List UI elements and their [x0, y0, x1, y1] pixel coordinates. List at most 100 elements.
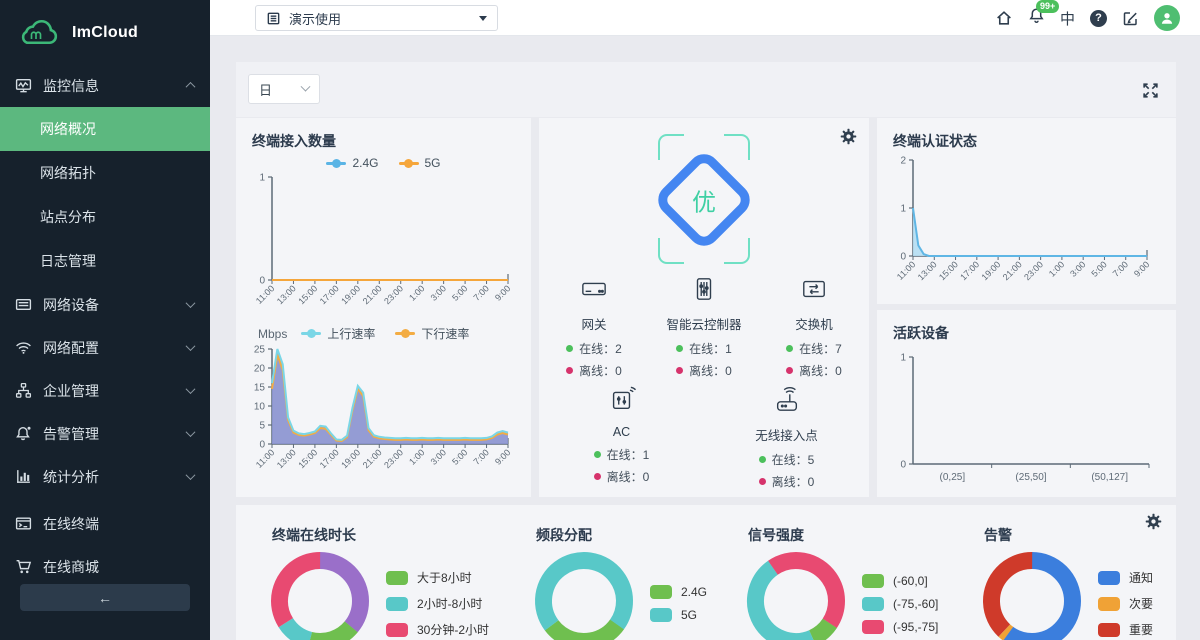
sidebar: ImCloud 监控信息 网络概况 网络拓扑 站点分布 日志管理: [0, 0, 210, 640]
svg-text:5: 5: [259, 421, 265, 432]
period-selector[interactable]: 日: [248, 74, 320, 104]
sidebar-item-log-management[interactable]: 日志管理: [40, 253, 96, 269]
svg-text:7:00: 7:00: [1111, 259, 1130, 278]
offline-dot: [786, 367, 794, 374]
panel-distributions: 终端在线时长 大于8小时 2小时-8小时 30分钟-2小时 频段分配: [236, 505, 1176, 640]
svg-text:13:00: 13:00: [275, 283, 298, 306]
svg-text:5:00: 5:00: [450, 283, 469, 302]
legend-swatch: [650, 608, 672, 622]
device-status-ac: AC 在线： 1 离线： 0: [539, 385, 704, 490]
svg-text:23:00: 23:00: [1022, 259, 1045, 282]
logo-text: ImCloud: [72, 24, 139, 41]
donut-group-online-duration: 终端在线时长 大于8小时 2小时-8小时 30分钟-2小时: [236, 505, 500, 640]
user-icon: [1161, 13, 1173, 24]
donut-legend: 大于8小时 2小时-8小时 30分钟-2小时: [386, 569, 489, 638]
sidebar-item-network-overview[interactable]: 网络概况: [0, 107, 210, 151]
notification-badge: 99+: [1035, 0, 1060, 13]
legend-item[interactable]: 次要: [1098, 595, 1153, 612]
health-grade-text: 优: [692, 189, 716, 217]
legend-item-5g[interactable]: 5G: [398, 156, 441, 170]
legend-swatch: [1098, 596, 1120, 611]
svg-text:11:00: 11:00: [254, 447, 277, 470]
bracket-decoration: [658, 238, 684, 264]
legend-item-downstream[interactable]: 下行速率: [395, 325, 469, 342]
chevron-down-icon: [185, 384, 196, 395]
donut-charts-row: 终端在线时长 大于8小时 2小时-8小时 30分钟-2小时 频段分配: [236, 505, 1176, 640]
svg-text:17:00: 17:00: [958, 259, 981, 282]
panel-auth-status: 终端认证状态 0 1 2 11:00 13:00 15:00 17:00 19:00 21:00…: [877, 118, 1176, 304]
cloud-controller-icon: [696, 278, 712, 300]
legend-item-24g[interactable]: 2.4G: [326, 156, 379, 170]
svg-text:23:00: 23:00: [382, 447, 405, 470]
sidebar-item-network-topology[interactable]: 网络拓扑: [40, 165, 96, 181]
band-allocation-donut: [534, 551, 634, 640]
svg-text:0: 0: [259, 276, 265, 287]
avatar[interactable]: [1154, 5, 1180, 31]
feedback-edit-icon[interactable]: [1122, 10, 1139, 27]
offline-dot: [566, 367, 574, 374]
svg-text:1: 1: [900, 204, 906, 215]
sidebar-item-network-devices[interactable]: 网络设备: [0, 283, 210, 326]
chevron-up-icon: [185, 81, 196, 92]
imcloud-logo-icon: [21, 19, 58, 45]
legend-item[interactable]: 通知: [1098, 569, 1153, 586]
legend-swatch: [386, 570, 408, 585]
legend-item[interactable]: 大于8小时: [386, 569, 489, 586]
bar-chart-icon: [15, 468, 33, 485]
legend-item[interactable]: (-60,0]: [862, 573, 938, 588]
fullscreen-icon[interactable]: [1141, 81, 1160, 100]
legend-swatch: [862, 619, 884, 634]
svg-text:1: 1: [900, 353, 906, 364]
svg-text:(25,50]: (25,50]: [1015, 472, 1046, 483]
sidebar-item-network-config[interactable]: 网络配置: [0, 326, 210, 369]
svg-text:3:00: 3:00: [429, 283, 448, 302]
gateway-icon: [582, 282, 606, 296]
home-icon[interactable]: [995, 9, 1013, 27]
settings-gear-icon[interactable]: [1145, 513, 1162, 535]
legend-item-upstream[interactable]: 上行速率: [301, 325, 375, 342]
chevron-down-icon: [185, 341, 196, 352]
svg-text:9:00: 9:00: [493, 283, 512, 302]
legend-item[interactable]: 30分钟-2小时: [386, 621, 489, 638]
online-count: 在线： 1: [676, 340, 732, 357]
svg-text:1:00: 1:00: [407, 283, 426, 302]
legend-item[interactable]: 2.4G: [650, 585, 707, 599]
svg-text:0: 0: [900, 460, 906, 471]
svg-text:15:00: 15:00: [296, 283, 319, 306]
sidebar-item-alert-mgmt[interactable]: 告警管理: [0, 412, 210, 455]
svg-text:17:00: 17:00: [318, 447, 341, 470]
legend-item[interactable]: 5G: [650, 608, 707, 622]
language-toggle[interactable]: 中: [1059, 10, 1075, 28]
legend-item[interactable]: 重要: [1098, 621, 1153, 638]
legend-item[interactable]: 2小时-8小时: [386, 595, 489, 612]
sidebar-item-online-store[interactable]: 在线商城: [0, 545, 210, 588]
ac-icon: [612, 386, 636, 410]
panel-title: 终端认证状态: [893, 133, 977, 149]
legend-item[interactable]: (-95,-75]: [862, 619, 938, 634]
offline-count: 离线： 0: [676, 362, 732, 379]
device-status-switch: 交换机 在线： 7 离线： 0: [759, 276, 869, 379]
active-devices-chart: 0 1 (0,25] (25,50] (50,127]: [881, 345, 1176, 495]
sidebar-item-monitor-info[interactable]: 监控信息: [0, 64, 210, 107]
collapse-sidebar-button[interactable]: ←: [20, 584, 190, 611]
notifications-bell[interactable]: 99+: [1028, 0, 1060, 29]
workspace-selector[interactable]: 演示使用: [255, 5, 498, 31]
online-count: 在线： 7: [786, 340, 842, 357]
sidebar-item-site-distribution[interactable]: 站点分布: [40, 209, 96, 225]
offline-count: 离线： 0: [758, 473, 814, 490]
toolbar-band: 日: [236, 62, 1176, 117]
sidebar-item-online-terminals[interactable]: 在线终端: [0, 502, 210, 545]
health-grade-badge: 优: [634, 130, 774, 270]
sidebar-item-statistics[interactable]: 统计分析: [0, 455, 210, 498]
terminal-icon: [15, 515, 33, 532]
settings-gear-icon[interactable]: [840, 128, 857, 150]
svg-text:19:00: 19:00: [339, 283, 362, 306]
logo[interactable]: ImCloud: [0, 0, 210, 64]
help-icon[interactable]: ?: [1090, 9, 1107, 27]
donut-legend: (-60,0] (-75,-60] (-95,-75]: [862, 573, 938, 634]
sidebar-item-enterprise-mgmt[interactable]: 企业管理: [0, 369, 210, 412]
legend-item[interactable]: (-75,-60]: [862, 596, 938, 611]
svg-text:1:00: 1:00: [407, 447, 426, 466]
sidebar-item-label: 在线商城: [43, 558, 99, 575]
